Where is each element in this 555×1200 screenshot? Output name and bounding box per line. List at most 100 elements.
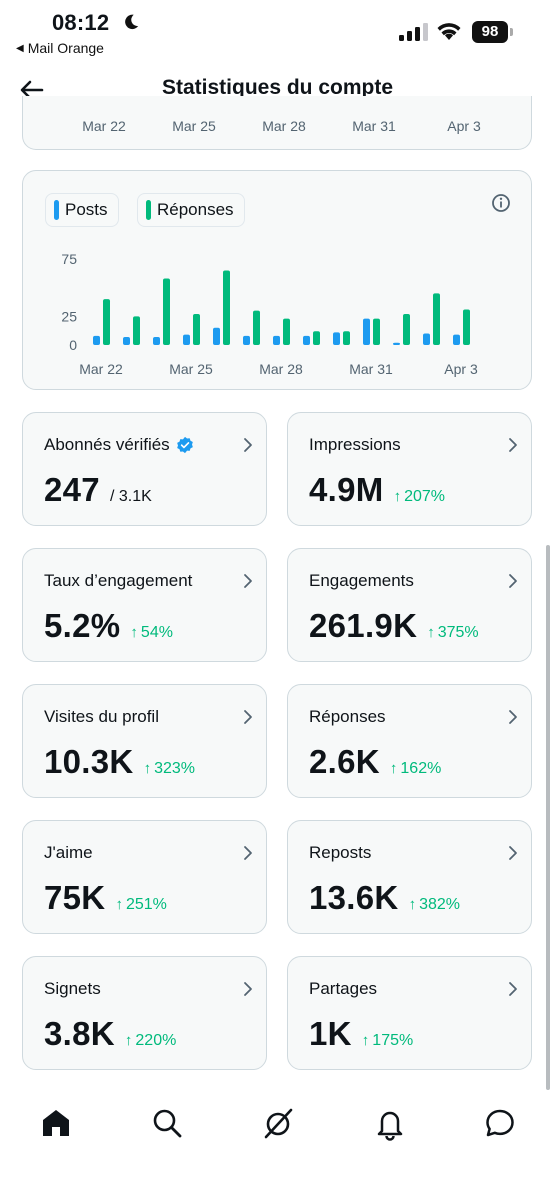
- stat-card[interactable]: Taux d’engagement 5.2% ↑ 54%: [22, 548, 267, 662]
- stat-value-row: 3.8K ↑ 220%: [44, 1015, 176, 1053]
- stat-value-row: 247 / 3.1K: [44, 471, 152, 509]
- bar-replies[interactable]: [253, 310, 260, 345]
- stat-card[interactable]: Visites du profil 10.3K ↑ 323%: [22, 684, 267, 798]
- stat-card[interactable]: J'aime 75K ↑ 251%: [22, 820, 267, 934]
- chevron-right-icon: [509, 846, 517, 860]
- notifications-icon[interactable]: [372, 1105, 408, 1141]
- stat-label-text: Visites du profil: [44, 707, 159, 726]
- arrow-up-icon: ↑: [130, 624, 138, 641]
- scrollbar-thumb[interactable]: [546, 545, 550, 1090]
- bar-posts[interactable]: [273, 335, 280, 345]
- info-icon[interactable]: [491, 193, 511, 213]
- arrow-up-icon: ↑: [124, 1032, 133, 1049]
- stat-card[interactable]: Impressions 4.9M ↑ 207%: [287, 412, 532, 526]
- bar-replies[interactable]: [193, 314, 200, 345]
- y-tick-label: 75: [61, 251, 77, 267]
- stat-change: ↑ 382%: [409, 896, 460, 914]
- stat-card[interactable]: Signets 3.8K ↑ 220%: [22, 956, 267, 1070]
- arrow-up-icon: ↑: [115, 896, 123, 913]
- stat-change-value: 251%: [125, 896, 167, 913]
- back-arrow-icon[interactable]: [18, 76, 46, 104]
- stat-label-text: Reposts: [309, 843, 372, 862]
- arrow-up-icon: ↑: [427, 624, 435, 641]
- stat-value: 247: [44, 471, 100, 508]
- bar-replies[interactable]: [403, 314, 410, 345]
- stat-label: Abonnés vérifiés: [44, 435, 194, 455]
- stat-card[interactable]: Réponses 2.6K ↑ 162%: [287, 684, 532, 798]
- arrow-up-icon: ↑: [389, 760, 398, 777]
- stat-card[interactable]: Reposts 13.6K ↑ 382%: [287, 820, 532, 934]
- stat-label-text: Signets: [44, 979, 101, 998]
- bar-replies[interactable]: [343, 331, 350, 345]
- x-tick-label: Mar 31: [349, 361, 393, 377]
- stat-change: ↑ 375%: [427, 624, 478, 642]
- chevron-right-icon: [244, 846, 252, 860]
- bar-posts[interactable]: [183, 334, 190, 345]
- x-tick-label: Mar 22: [82, 118, 126, 134]
- bar-replies[interactable]: [433, 293, 440, 345]
- back-to-app-link[interactable]: ◀ Mail Orange: [16, 40, 104, 56]
- x-tick-label: Apr 3: [447, 118, 481, 134]
- bar-replies[interactable]: [163, 278, 170, 345]
- stat-change-value: 54%: [140, 624, 173, 641]
- stat-label-text: J'aime: [44, 843, 93, 862]
- bar-replies[interactable]: [373, 318, 380, 345]
- stat-change: ↑ 251%: [115, 896, 166, 914]
- bar-replies[interactable]: [313, 331, 320, 345]
- stat-change-value: 382%: [419, 896, 460, 913]
- bar-replies[interactable]: [283, 318, 290, 345]
- grok-icon[interactable]: [260, 1105, 296, 1141]
- bar-posts[interactable]: [213, 327, 220, 345]
- legend-swatch-posts: [54, 200, 59, 220]
- arrow-up-icon: ↑: [408, 896, 417, 913]
- bar-posts[interactable]: [453, 334, 460, 345]
- bar-posts[interactable]: [363, 318, 370, 345]
- battery-level: 98: [472, 21, 508, 43]
- stat-label-text: Engagements: [309, 571, 414, 590]
- stat-label-text: Taux d’engagement: [44, 571, 193, 590]
- stat-card[interactable]: Abonnés vérifiés 247 / 3.1K: [22, 412, 267, 526]
- stat-card[interactable]: Engagements 261.9K ↑ 375%: [287, 548, 532, 662]
- bar-posts[interactable]: [333, 332, 340, 345]
- bar-posts[interactable]: [153, 336, 160, 345]
- stat-value-row: 75K ↑ 251%: [44, 879, 167, 917]
- stat-label: Reposts: [309, 843, 371, 863]
- bar-posts[interactable]: [123, 336, 130, 345]
- status-bar: 08:12 ◀ Mail Orange 98: [0, 0, 555, 64]
- stat-value: 4.9M: [309, 471, 384, 508]
- bar-posts[interactable]: [423, 333, 430, 345]
- search-icon[interactable]: [149, 1105, 185, 1141]
- stat-value-row: 13.6K ↑ 382%: [309, 879, 460, 917]
- bar-replies[interactable]: [463, 309, 470, 345]
- chevron-right-icon: [509, 982, 517, 996]
- stat-label-text: Partages: [309, 979, 378, 998]
- bar-posts[interactable]: [93, 335, 100, 345]
- stat-change-value: 323%: [154, 760, 195, 777]
- bar-replies[interactable]: [223, 270, 230, 345]
- home-icon[interactable]: [38, 1105, 74, 1141]
- arrow-up-icon: ↑: [393, 488, 402, 505]
- y-tick-label: 0: [69, 337, 77, 353]
- chevron-right-icon: [509, 438, 517, 452]
- legend-item-replies[interactable]: Réponses: [137, 193, 245, 227]
- stat-change: ↑ 54%: [130, 624, 173, 642]
- bar-replies[interactable]: [103, 299, 110, 345]
- stat-change-value: 175%: [372, 1032, 414, 1049]
- bar-posts[interactable]: [243, 335, 250, 345]
- stat-card[interactable]: Partages 1K ↑ 175%: [287, 956, 532, 1070]
- bar-posts[interactable]: [393, 342, 400, 345]
- x-tick-label: Mar 25: [169, 361, 213, 377]
- legend-item-posts[interactable]: Posts: [45, 193, 119, 227]
- stat-value: 261.9K: [309, 607, 418, 644]
- bar-posts[interactable]: [303, 335, 310, 345]
- stat-label: Signets: [44, 979, 101, 999]
- bottom-nav: [0, 1095, 555, 1155]
- stat-change-value: 220%: [135, 1032, 177, 1049]
- stat-label: Réponses: [309, 707, 386, 727]
- stat-value: 2.6K: [309, 743, 380, 780]
- stat-label-text: Impressions: [309, 435, 401, 454]
- stat-value-row: 261.9K ↑ 375%: [309, 607, 479, 645]
- messages-icon[interactable]: [482, 1105, 518, 1141]
- bar-replies[interactable]: [133, 316, 140, 345]
